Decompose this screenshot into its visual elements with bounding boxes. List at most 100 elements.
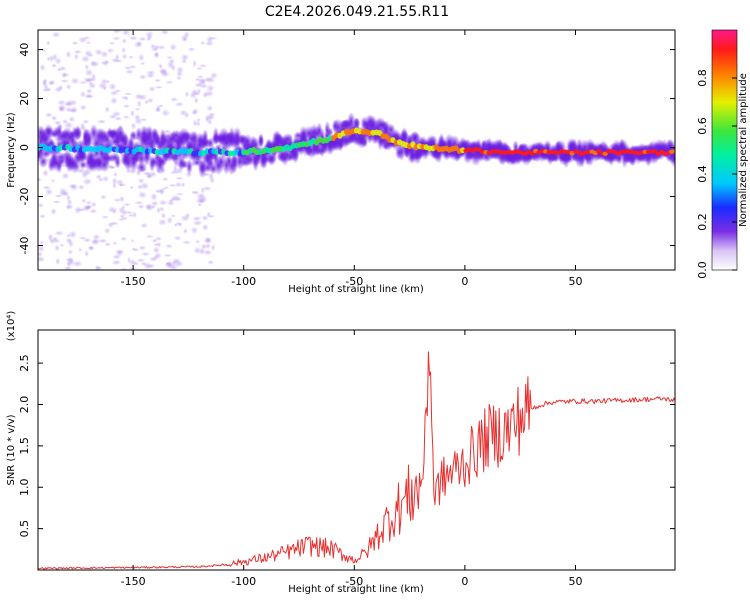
spectrogram-frame [37,29,676,271]
spectrogram-x-tick-label: -150 [121,275,146,288]
noise-speckle [39,63,46,72]
noise-speckle [136,99,142,108]
noise-speckle [61,172,70,180]
noise-speckle [42,185,52,190]
ridge-core [383,133,389,140]
noise-speckle [191,190,196,194]
noise-speckle [190,226,199,235]
noise-speckle [103,227,111,235]
noise-speckle [160,212,167,219]
spectrogram-x-tick-label: 50 [568,275,582,288]
noise-speckle [148,86,156,92]
noise-speckle [210,243,216,252]
noise-speckle [78,247,83,252]
noise-speckle [54,230,65,236]
noise-speckle [50,208,57,216]
noise-speckle [65,203,71,211]
noise-speckle [90,60,100,68]
noise-speckle [180,214,190,222]
noise-speckle [84,64,90,70]
noise-speckle [120,236,128,242]
noise-speckle [84,79,93,83]
noise-speckle [138,36,147,42]
noise-speckle [51,31,61,38]
noise-speckle [202,186,213,191]
noise-speckle [122,115,130,119]
noise-speckle [102,175,110,183]
noise-speckle [161,177,169,182]
noise-speckle [201,215,209,221]
noise-speckle [99,194,107,200]
noise-speckle [138,53,145,62]
noise-speckle [90,201,97,208]
noise-speckle [174,176,185,180]
noise-speckle [83,93,94,99]
noise-speckle [80,55,91,63]
noise-speckle [42,169,49,178]
noise-speckle [118,206,125,215]
noise-speckle [165,243,173,249]
ridge-core [672,149,675,154]
snr-scale-label: (x10⁴) [6,311,17,342]
noise-speckle [111,111,122,117]
noise-speckle [140,182,150,190]
ridge-core [529,151,535,156]
noise-speckle [41,47,47,53]
noise-speckle [170,97,179,102]
noise-speckle [207,118,213,126]
noise-speckle [134,200,144,205]
noise-speckle [174,181,183,188]
noise-speckle [201,79,206,86]
noise-speckle [108,41,116,45]
noise-speckle [130,239,135,243]
colorbar-title: Normalized spectral amplitude [738,73,749,227]
spectrogram-heatmap [38,30,675,270]
noise-speckle [200,40,206,46]
noise-speckle [105,79,111,84]
noise-speckle [160,30,170,35]
noise-speckle [80,122,85,129]
noise-speckle [146,72,156,79]
noise-speckle [51,238,61,244]
noise-speckle [85,204,90,211]
noise-speckle [195,66,204,70]
noise-speckle [48,54,55,63]
noise-speckle [132,261,139,267]
noise-speckle [189,91,197,99]
spectrogram-x-tick-label: -100 [231,275,256,288]
noise-speckle [95,174,102,180]
noise-speckle [44,112,53,118]
noise-speckle [87,53,95,58]
noise-speckle [124,210,134,215]
noise-speckle [79,104,88,111]
noise-speckle [74,53,79,61]
spectrogram-x-tick-label: 0 [461,275,468,288]
noise-speckle [113,171,118,178]
noise-speckle [118,183,127,187]
noise-speckle [169,169,179,175]
spectrogram-x-tick-label: -50 [345,275,363,288]
snr-x-tick-label: -150 [121,575,146,588]
snr-x-tick-label: 50 [568,575,582,588]
noise-speckle [158,63,163,70]
noise-speckle [113,89,122,93]
spectrogram-y-ticks: -40 -20 0 20 40 [18,43,675,254]
noise-speckle [121,30,131,36]
noise-speckle [85,200,92,205]
ridge-halo [114,155,121,169]
snr-y-tick-label: 0.5 [18,520,31,538]
noise-speckle [54,194,63,198]
noise-speckle [192,59,197,68]
noise-speckle [202,91,209,99]
snr-panel: -150 -100 -50 0 50 0.5 1.0 1.5 2.0 2.5 Height of… [6,311,676,595]
ridge-halo [185,158,193,175]
noise-speckle [198,195,208,203]
noise-speckle [123,202,131,207]
noise-speckle [89,208,98,214]
noise-speckle [76,208,86,212]
noise-speckle [111,259,122,266]
noise-speckle [187,47,196,52]
noise-speckle [125,69,135,75]
noise-speckle [147,97,154,104]
noise-speckle [84,250,90,258]
